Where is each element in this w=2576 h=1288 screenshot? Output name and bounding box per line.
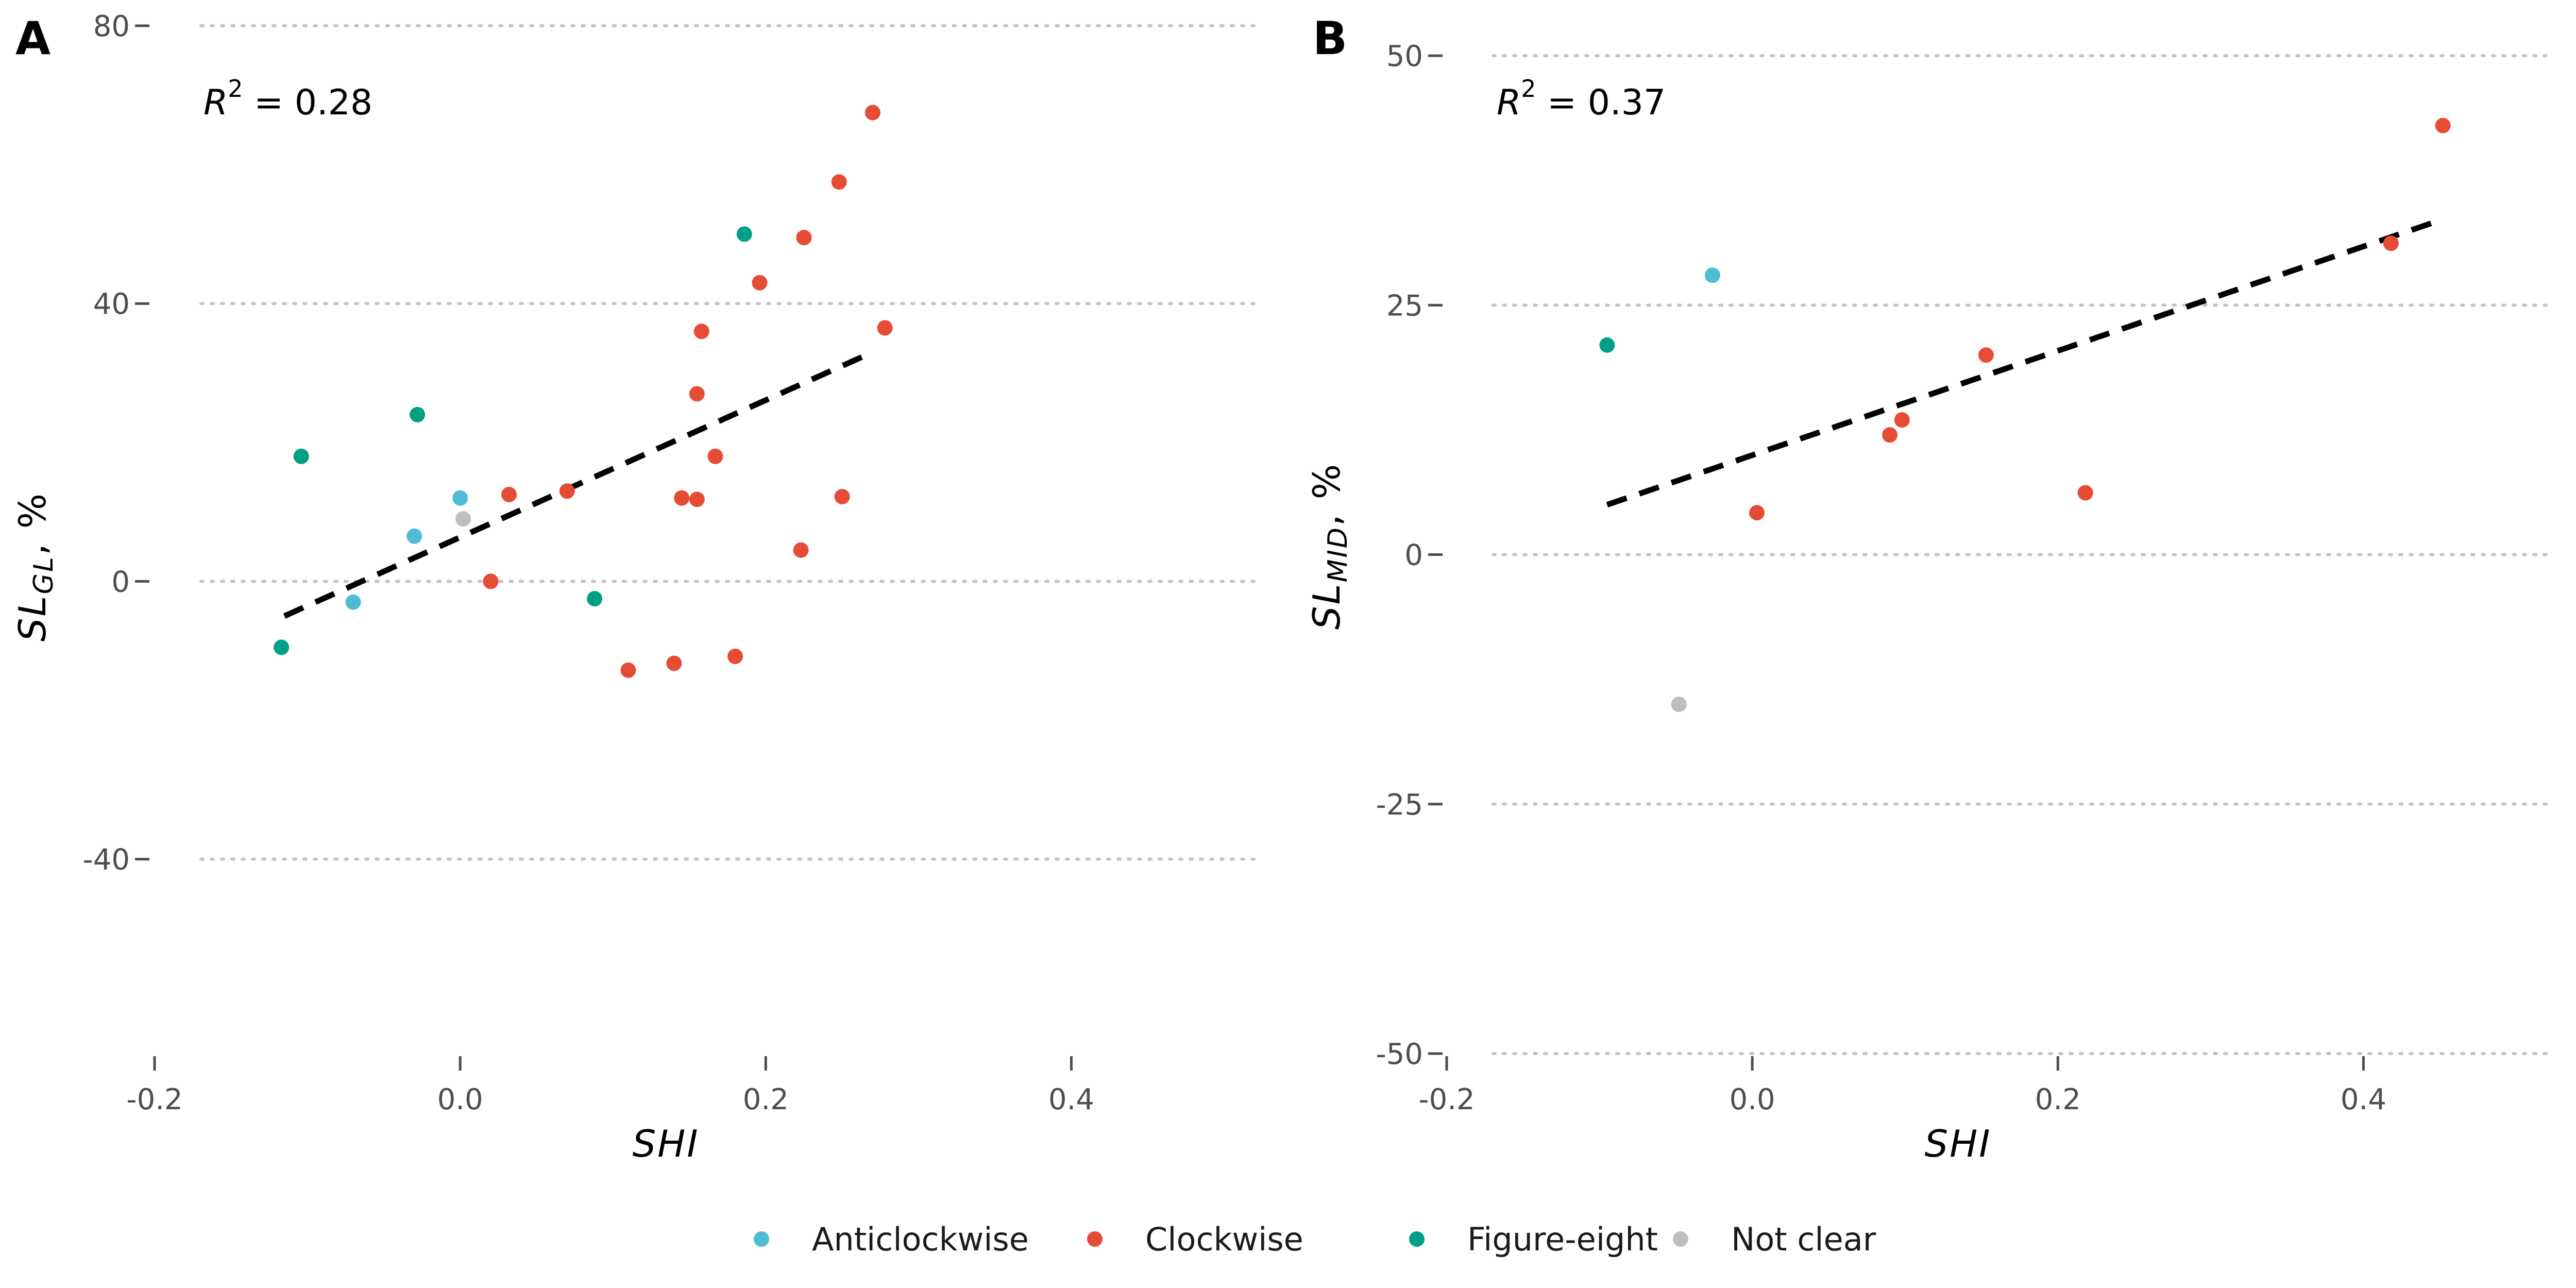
panel-a-x-tick-label: 0.4 [1048, 1083, 1094, 1116]
panel-a-point-clockwise [793, 542, 809, 558]
panel-a-y-tick-label: 0 [111, 565, 130, 599]
panel-a-point-clockwise [834, 488, 850, 504]
panel-a-point-clockwise [483, 573, 499, 589]
panel-a-y-tick-label: 40 [93, 287, 130, 321]
panel-a-point-clockwise [707, 448, 723, 464]
panel-a-point-clockwise [727, 648, 743, 664]
panel-b-y-tick-label: -25 [1376, 788, 1423, 822]
panel-a-regression-line [283, 349, 874, 619]
panel-b-y-axis-title: SLMID, % [1305, 463, 1353, 630]
panel-b-point-figure-eight [1599, 337, 1615, 353]
panel-a-x-tick-label: 0.0 [437, 1083, 483, 1116]
panel-a-point-clockwise [877, 320, 893, 336]
panel-b-point-clockwise [1882, 427, 1898, 443]
panel-a-point-anticlockwise [345, 594, 361, 610]
panel-a-point-figure-eight [736, 226, 752, 242]
panel-b-point-anticlockwise [1705, 267, 1721, 283]
panel-b-point-clockwise [2077, 485, 2093, 501]
panel-b-r-squared-symbol: R [1497, 82, 1521, 123]
panel-a-point-clockwise [666, 655, 682, 671]
panel-a-x-tick-label: 0.2 [743, 1083, 789, 1116]
panel-b-x-tick-label: -0.2 [1418, 1083, 1475, 1116]
panel-a-y-axis-title-main: SL [11, 594, 54, 641]
panel-a-point-clockwise [674, 490, 690, 506]
panel-b-y-axis-title-main: SL [1305, 582, 1348, 630]
panel-b-y-axis-title-suffix: , % [1305, 463, 1348, 526]
panel-b-point-clockwise [1894, 412, 1910, 428]
panel-a-point-clockwise [620, 662, 636, 678]
panel-b-regression-line [1606, 217, 2441, 507]
panel-b-point-clockwise [2435, 117, 2451, 133]
legend-swatch-figure-eight [1409, 1231, 1425, 1247]
panel-b-r-squared-exponent: 2 [1521, 75, 1536, 103]
panel-a-y-tick-label: -40 [83, 843, 130, 877]
panel-a-point-clockwise [693, 324, 709, 340]
legend-label-clockwise: Clockwise [1145, 1221, 1303, 1258]
panel-a-y-axis-title-subscript: GL [28, 555, 59, 594]
panel-a-point-clockwise [865, 105, 880, 121]
panel-a-r-squared: R2 = 0.28 [204, 75, 372, 123]
legend: Anticlockwise Clockwise Figure-eight Not cl… [754, 1221, 1876, 1258]
legend-label-not-clear: Not clear [1731, 1221, 1876, 1258]
panel-a-point-clockwise [689, 386, 705, 402]
panel-b-point-not-clear [1671, 697, 1687, 713]
panel-a-point-figure-eight [274, 639, 290, 655]
panel-b-point-clockwise [1978, 347, 1994, 363]
panel-b-x-tick-label: 0.0 [1730, 1083, 1775, 1116]
legend-swatch-clockwise [1087, 1231, 1103, 1247]
panel-a-point-not-clear [455, 511, 471, 527]
panel-a-point-figure-eight [410, 406, 426, 422]
panel-b-x-tick-label: 0.4 [2341, 1083, 2386, 1116]
panel-b-y-tick-label: 0 [1404, 539, 1423, 572]
legend-label-figure-eight: Figure-eight [1467, 1221, 1658, 1258]
panel-a-point-clockwise [501, 486, 517, 502]
panel-a-point-clockwise [559, 483, 575, 499]
panel-a-r-squared-exponent: 2 [228, 75, 243, 103]
panel-a-y-tick-label: 80 [93, 10, 130, 43]
panel-b-point-clockwise [1749, 505, 1765, 521]
panel-b-point-clockwise [2383, 235, 2399, 251]
panel-a-point-clockwise [796, 230, 812, 246]
panel-b-y-tick-label: -50 [1376, 1038, 1423, 1071]
legend-label-anticlockwise: Anticlockwise [812, 1221, 1029, 1258]
legend-swatch-not-clear [1673, 1231, 1688, 1247]
panel-b-y-axis-title-subscript: MID [1323, 526, 1353, 582]
panel-b-chart: -50 -25 0 25 50 -0.2 0.0 0.2 0.4 B R2 = 0.37 SHI SLM… [1305, 12, 2553, 1165]
panel-a-point-anticlockwise [452, 490, 468, 506]
panel-b-r-squared-value: = 0.37 [1536, 82, 1666, 123]
panel-a-x-tick-label: -0.2 [126, 1083, 182, 1116]
panel-a-point-clockwise [689, 492, 705, 507]
panel-a-y-axis-title: SLGL, % [11, 492, 59, 641]
panel-b-y-tick-label: 25 [1386, 289, 1423, 323]
panel-a-y-axis-title-suffix: , % [11, 492, 54, 555]
panel-a-point-figure-eight [587, 591, 603, 607]
panel-b-x-tick-label: 0.2 [2035, 1083, 2081, 1116]
panel-a-r-squared-symbol: R [204, 82, 228, 123]
panel-b-x-axis-title: SHI [1924, 1122, 1991, 1165]
panel-b-y-tick-label: 50 [1386, 40, 1423, 73]
panel-a-chart: -40 0 40 80 -0.2 0.0 0.2 0.4 A R2 = 0.28 SHI SLGL, … [11, 10, 1261, 1165]
panel-a-r-squared-value: = 0.28 [243, 82, 373, 123]
panel-a-point-anticlockwise [406, 528, 422, 544]
panel-b-r-squared: R2 = 0.37 [1497, 75, 1666, 123]
panel-a-point-clockwise [752, 275, 768, 291]
legend-swatch-anticlockwise [754, 1231, 769, 1247]
panel-b-label: B [1313, 12, 1347, 65]
panel-a-point-clockwise [831, 174, 847, 190]
panel-a-label: A [15, 12, 50, 65]
panel-a-point-figure-eight [293, 448, 309, 464]
panel-a-x-axis-title: SHI [632, 1122, 699, 1165]
